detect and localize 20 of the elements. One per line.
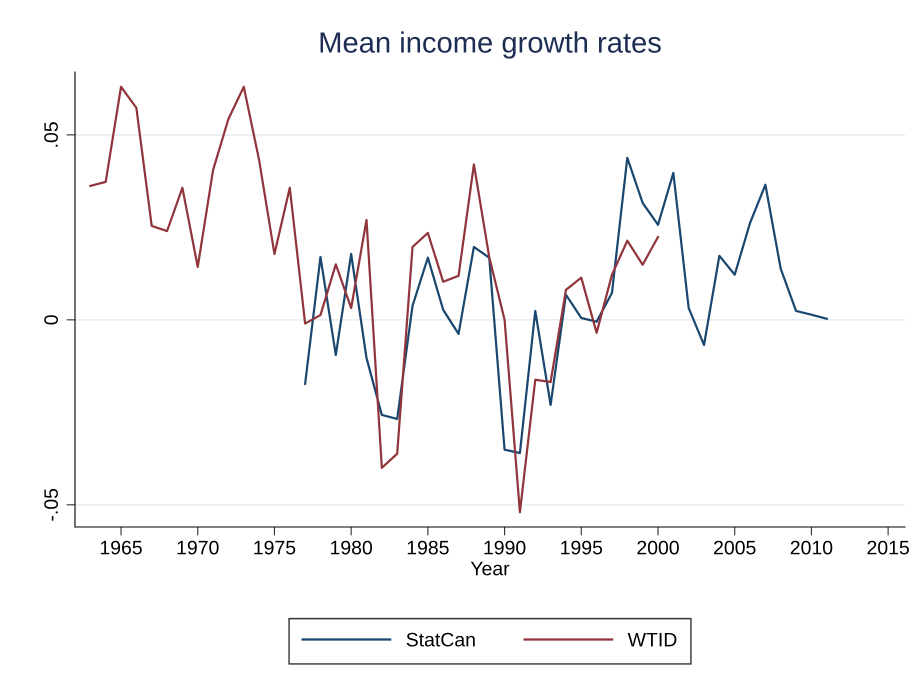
chart-title: Mean income growth rates (320, 31, 661, 59)
x-tick-label: 1985 (408, 540, 449, 554)
x-tick-label: 2005 (714, 540, 756, 554)
line-series (304, 156, 828, 454)
y-tick-label: .05 (44, 122, 58, 147)
x-tick-label: 1975 (254, 540, 296, 554)
line-series (89, 86, 660, 514)
y-tick-label: 0 (44, 315, 58, 324)
x-tick-label: 1995 (561, 540, 602, 554)
x-tick-label: 1990 (484, 540, 526, 554)
x-axis-title: Year (470, 562, 510, 576)
x-tick-label: 1980 (331, 540, 372, 554)
x-tick-label: 1965 (100, 540, 142, 554)
legend-label: StatCan (406, 632, 475, 647)
legend-label: WTID (628, 632, 676, 646)
y-tick-label: -.05 (44, 488, 58, 521)
x-tick-label: 1970 (178, 540, 219, 554)
x-tick-label: 2010 (790, 540, 832, 554)
x-tick-label: 2000 (637, 540, 679, 554)
x-tick-label: 2015 (867, 540, 909, 554)
